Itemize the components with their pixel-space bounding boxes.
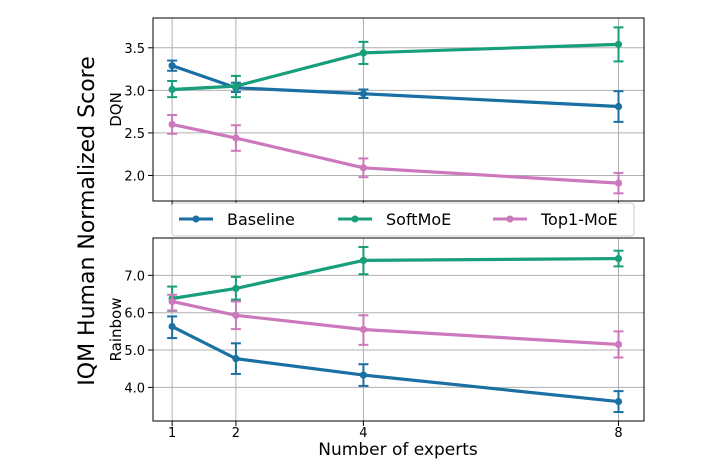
legend-marker-top1-moe [506, 215, 514, 223]
rainbow-baseline-point-0 [168, 322, 176, 331]
rainbow-frame [152, 237, 645, 422]
legend-frame [171, 202, 635, 237]
dqn-ytick-label-0: 2.0 [124, 169, 145, 184]
legend-item-top1-moe: Top1-MoE [493, 210, 618, 229]
dqn-ytick-label-3: 3.5 [124, 42, 145, 57]
dqn-series-softmoe [167, 26, 624, 99]
dqn-series-top1-moe [167, 114, 624, 195]
dqn-baseline-line [171, 64, 619, 109]
dqn-ytick-label-1: 2.5 [124, 127, 145, 142]
legend-item-baseline: Baseline [179, 210, 295, 229]
dqn-top1-moe-point-1 [232, 134, 240, 142]
dqn-y-axis-label: DQN [107, 92, 125, 127]
rainbow-baseline-point-3 [614, 397, 623, 406]
rainbow-softmoe-line [171, 256, 619, 301]
dqn-softmoe-point-1 [232, 82, 240, 90]
legend-label-top1-moe: Top1-MoE [540, 210, 618, 229]
dqn-baseline-point-0 [168, 62, 176, 70]
rainbow-baseline-point-1 [232, 355, 240, 363]
legend: Baseline SoftMoE Top1-MoE [171, 202, 635, 237]
rainbow-top1-moe-point-3 [614, 340, 623, 349]
dqn-softmoe-point-3 [614, 40, 623, 48]
panel-dqn: 2.0 2.5 3.0 3.5 DQN [107, 17, 645, 206]
rainbow-y-axis-label: Rainbow [107, 298, 125, 362]
dqn-ytick-label-2: 3.0 [124, 84, 145, 99]
rainbow-softmoe-point-1 [232, 284, 240, 293]
rainbow-softmoe-point-2 [359, 256, 368, 265]
dqn-top1-moe-point-2 [359, 164, 368, 172]
rainbow-top1-moe-point-1 [232, 311, 240, 319]
rainbow-top1-moe-point-0 [168, 297, 176, 306]
dqn-top1-moe-point-3 [614, 179, 623, 187]
rainbow-ytick-label-0: 4.0 [124, 381, 145, 396]
xtick-label-1: 1 [168, 426, 176, 441]
rainbow-softmoe-point-3 [614, 254, 623, 263]
shared-y-axis-label: IQM Human Normalized Score [75, 56, 100, 385]
rainbow-series-softmoe [167, 245, 624, 312]
xtick-label-8: 8 [614, 426, 622, 441]
dqn-top1-moe-point-0 [168, 120, 176, 128]
legend-item-softmoe: SoftMoE [338, 210, 451, 229]
dqn-top1-moe-line [171, 122, 619, 185]
dqn-softmoe-point-2 [359, 49, 368, 57]
rainbow-ytick-label-2: 6.0 [124, 307, 145, 322]
rainbow-top1-moe-point-2 [359, 325, 368, 334]
legend-label-baseline: Baseline [227, 210, 295, 229]
legend-marker-softmoe [351, 215, 359, 223]
xtick-label-4: 4 [359, 426, 367, 441]
legend-marker-baseline [192, 215, 200, 223]
rainbow-series-top1-moe [167, 293, 624, 359]
rainbow-ytick-label-1: 5.0 [124, 344, 145, 359]
rainbow-top1-moe-line [171, 299, 619, 347]
panel-rainbow: 4.0 5.0 6.0 7.0 Rainbow 1 2 4 8 [107, 237, 645, 441]
rainbow-baseline-point-2 [359, 371, 368, 379]
legend-label-softmoe: SoftMoE [386, 210, 451, 229]
dqn-frame [152, 17, 645, 202]
dqn-softmoe-point-0 [168, 85, 176, 94]
dqn-softmoe-line [172, 42, 619, 92]
rainbow-baseline-line [171, 325, 619, 404]
rainbow-plot-area [153, 238, 644, 421]
dqn-baseline-point-3 [614, 102, 623, 111]
xtick-label-2: 2 [232, 426, 240, 441]
rainbow-series-baseline [167, 315, 624, 414]
dqn-baseline-point-2 [359, 90, 368, 98]
rainbow-ytick-label-3: 7.0 [124, 269, 145, 284]
x-axis-label: Number of experts [318, 440, 478, 460]
